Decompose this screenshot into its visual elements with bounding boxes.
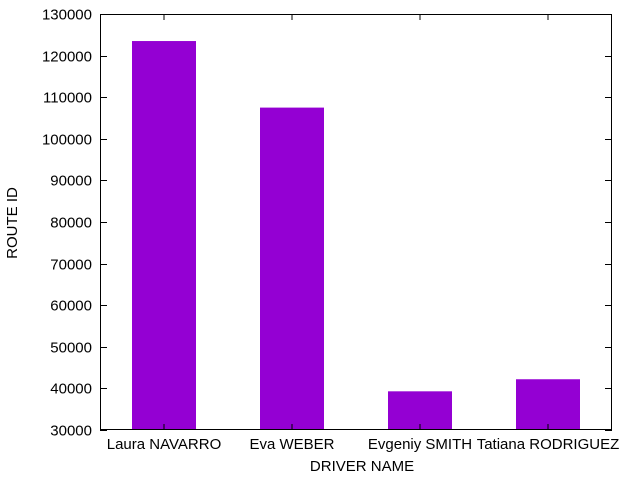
bar-laura-navarro [132, 41, 196, 430]
bars-layer [132, 41, 580, 430]
y-tick-label: 130000 [42, 7, 92, 24]
plot-frame [100, 14, 612, 430]
x-tick-label: Evgeniy SMITH [368, 436, 472, 453]
x-tick-label: Eva WEBER [249, 436, 334, 453]
y-tick-label: 110000 [43, 90, 92, 107]
y-tick-label: 50000 [50, 340, 92, 357]
bar-evgeniy-smith [388, 391, 452, 430]
y-tick-label: 120000 [42, 49, 92, 66]
x-axis-label: DRIVER NAME [310, 458, 414, 475]
y-tick-label: 70000 [50, 257, 92, 274]
ticks-layer: Laura NAVARRO Eva WEBER Evgeniy SMITH Tatia… [42, 7, 619, 454]
y-tick-label: 40000 [50, 381, 92, 398]
bar-tatiana-rodriguez [516, 379, 580, 430]
y-tick-label: 60000 [50, 298, 92, 315]
y-tick-label: 30000 [50, 423, 92, 440]
y-tick-label: 80000 [50, 215, 92, 232]
x-tick-label: Tatiana RODRIGUEZ [477, 436, 620, 453]
y-tick-label: 90000 [50, 173, 92, 190]
y-tick-label: 100000 [42, 132, 92, 149]
y-axis-label: ROUTE ID [4, 187, 21, 259]
bar-eva-weber [260, 107, 324, 430]
x-tick-label: Laura NAVARRO [107, 436, 222, 453]
